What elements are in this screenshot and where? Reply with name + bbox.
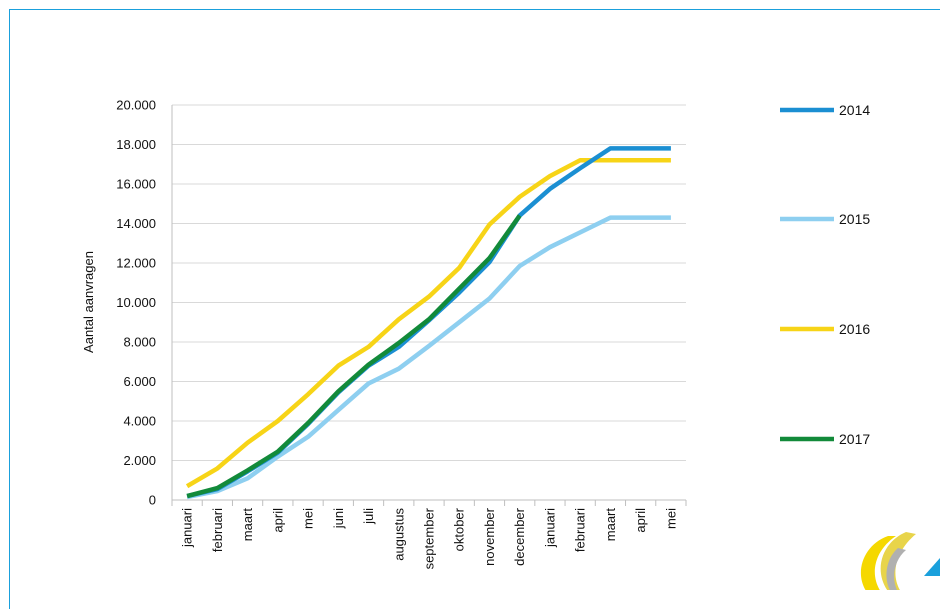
- x-tick-label: november: [482, 507, 497, 565]
- x-tick-label: januari: [180, 508, 195, 548]
- line-chart: Aantal aanvragen 0 2.000 4.000 6.000 8.000 10…: [81, 98, 940, 590]
- y-tick-label: 4.000: [123, 414, 156, 429]
- legend-label-2016: 2016: [839, 321, 870, 337]
- slide-frame: [9, 9, 940, 609]
- x-tick-label: december: [512, 507, 527, 565]
- y-tick-label: 2.000: [123, 453, 156, 468]
- x-tick-label: maart: [240, 508, 255, 542]
- x-tick-label: augustus: [391, 508, 406, 561]
- legend-label-2015: 2015: [839, 211, 870, 227]
- legend-label-2017: 2017: [839, 431, 870, 447]
- y-tick-label: 12.000: [116, 256, 156, 271]
- x-tick-label: april: [270, 508, 285, 533]
- x-tick-label: februari: [210, 508, 225, 552]
- x-tick-label: juli: [361, 508, 376, 525]
- y-tick-label: 16.000: [116, 177, 156, 192]
- y-tick-label: 18.000: [116, 137, 156, 152]
- y-tick-label: 14.000: [116, 216, 156, 231]
- y-tick-label: 6.000: [123, 374, 156, 389]
- x-tick-label: mei: [301, 508, 316, 529]
- y-tick-label: 8.000: [123, 335, 156, 350]
- series-line-2017: [186, 214, 522, 499]
- y-tick-label: 0: [149, 493, 156, 508]
- x-tick-label: april: [633, 508, 648, 533]
- series-line-2014: [186, 146, 671, 499]
- y-axis-label: Aantal aanvragen: [81, 251, 96, 353]
- y-tick-label: 20.000: [116, 98, 156, 113]
- legend-label-2014: 2014: [839, 102, 870, 118]
- logo-mark: [860, 532, 940, 590]
- x-tick-label: januari: [542, 508, 557, 548]
- x-tick-label: oktober: [452, 507, 467, 551]
- x-tick-label: maart: [603, 508, 618, 542]
- x-tick-label: februari: [573, 508, 588, 552]
- series-line-2015: [186, 215, 671, 500]
- x-tick-label: mei: [663, 508, 678, 529]
- y-tick-label: 10.000: [116, 295, 156, 310]
- x-tick-label: juni: [331, 508, 346, 529]
- x-tick-label: september: [422, 507, 437, 569]
